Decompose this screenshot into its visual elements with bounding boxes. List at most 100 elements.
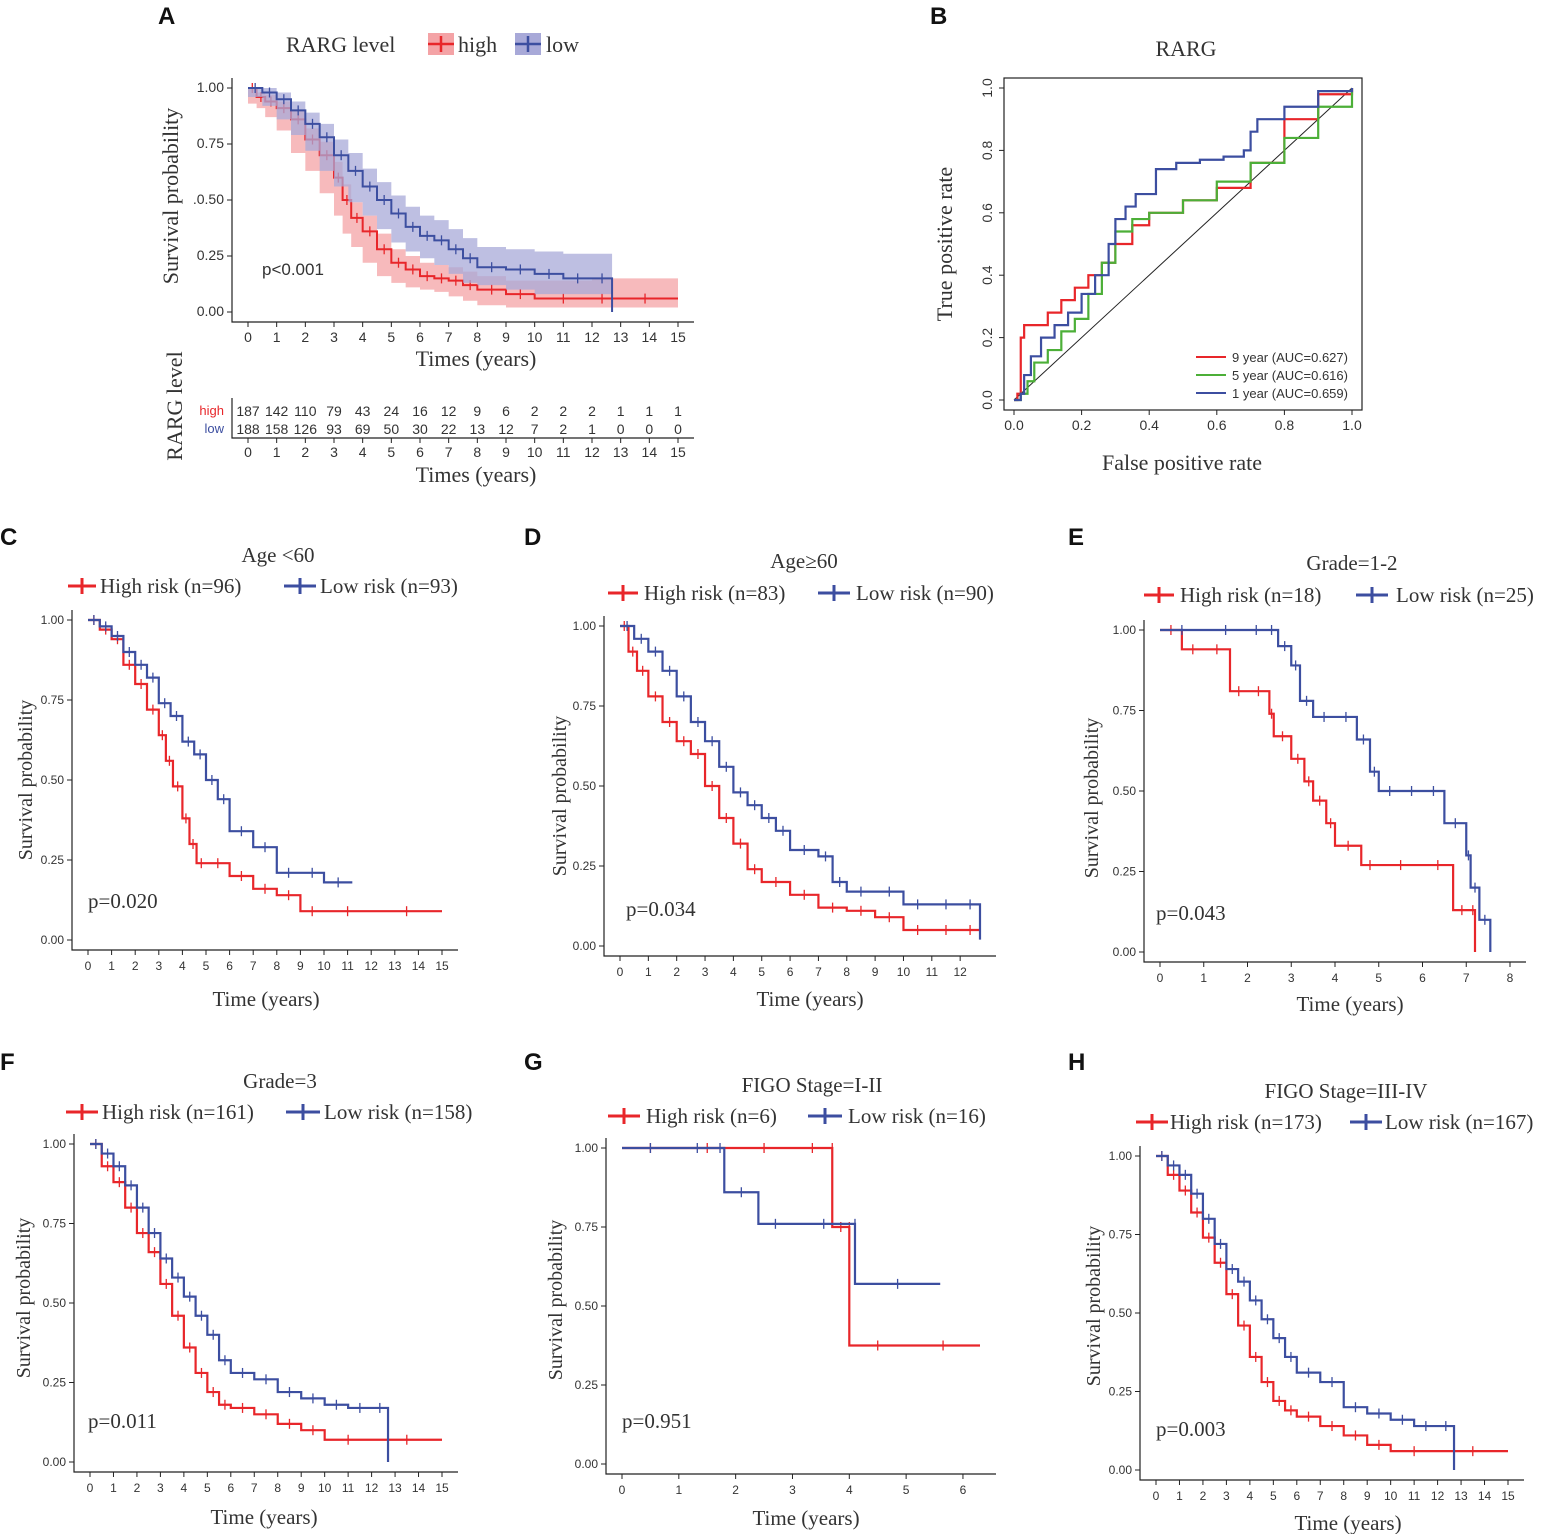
- risk-count-high: 24: [384, 403, 400, 419]
- chart-title-h: FIGO Stage=III-IV: [1265, 1079, 1428, 1103]
- y-axis-label-a: Survival probability: [158, 108, 183, 285]
- axes-c: [71, 610, 458, 951]
- x-tick-label-e: 3: [1288, 971, 1295, 985]
- y-tick-label-g: 0.00: [575, 1457, 599, 1471]
- x-tick-label-d: 2: [673, 965, 680, 979]
- risk-count-low: 12: [498, 421, 514, 437]
- x-tick-label-f: 13: [388, 1481, 402, 1495]
- x-tick-label-a: 13: [613, 329, 629, 345]
- legend-key-low-h: [1350, 1114, 1382, 1130]
- x-tick-label-e: 5: [1375, 971, 1382, 985]
- risk-count-high: 2: [559, 403, 567, 419]
- roc-legend: 9 year (AUC=0.627) 5 year (AUC=0.616) 1 …: [1196, 350, 1348, 401]
- risk-count-low: 2: [559, 421, 567, 437]
- x-tick-label-d: 8: [843, 965, 850, 979]
- x-tick-label-f: 5: [204, 1481, 211, 1495]
- risk-table-x-tick-label: 14: [642, 444, 658, 460]
- chart-title-c: Age <60: [241, 543, 314, 567]
- legend-label-high-f: High risk (n=161): [102, 1100, 254, 1124]
- x-tick-label-a: 7: [445, 329, 453, 345]
- risk-count-low: 69: [355, 421, 371, 437]
- x-tick-label-c: 6: [226, 959, 233, 973]
- y-tick-label-h: 0.75: [1109, 1228, 1133, 1242]
- axes-e: [1143, 620, 1526, 963]
- x-tick-label-e: 4: [1332, 971, 1339, 985]
- x-tick-label-f: 3: [157, 1481, 164, 1495]
- panel-d: Age≥60 High risk (n=83) Low risk (n=90) …: [549, 549, 996, 1011]
- legend-label-high-d: High risk (n=83): [644, 581, 785, 605]
- x-tick-label-h: 7: [1317, 1489, 1324, 1503]
- risk-table-x-tick-label: 10: [527, 444, 543, 460]
- risk-count-high: 1: [674, 403, 682, 419]
- legend-label-1-year: 1 year (AUC=0.659): [1232, 386, 1348, 401]
- risk-row-label-high-a: high: [199, 403, 224, 418]
- y-tick-label-b: 0.0: [979, 390, 995, 410]
- risk-table-x-tick-label: 9: [502, 444, 510, 460]
- panel-letter-h: H: [1068, 1049, 1085, 1076]
- x-axis-label-c: Time (years): [212, 987, 319, 1011]
- y-tick-label-a: 0.75: [197, 135, 224, 151]
- x-tick-label-h: 13: [1454, 1489, 1468, 1503]
- x-tick-label-h: 15: [1501, 1489, 1515, 1503]
- series-line-high-g: [622, 1146, 980, 1347]
- x-tick-label-e: 6: [1419, 971, 1426, 985]
- x-tick-label-g: 1: [675, 1483, 682, 1497]
- y-tick-label-a: 1.00: [197, 79, 224, 95]
- y-tick-label-h: 0.50: [1109, 1306, 1133, 1320]
- risk-table-x-tick-label: 11: [556, 444, 571, 460]
- x-tick-label-h: 3: [1223, 1489, 1230, 1503]
- pvalue-a: p<0.001: [262, 260, 324, 279]
- panel-letter-d: D: [524, 524, 541, 551]
- x-axis-label-d: Time (years): [756, 987, 863, 1011]
- legend-key-low-c: [284, 578, 316, 594]
- y-tick-label-c: 0.25: [41, 853, 65, 867]
- panel-letter-e: E: [1068, 524, 1084, 551]
- legend-key-high-c: [68, 578, 96, 594]
- risk-count-low: 22: [441, 421, 457, 437]
- y-axis-label-c: Survival probability: [15, 700, 37, 861]
- panel-letter-b: B: [930, 3, 947, 30]
- plot-area-b: 0.0 0.2 0.4 0.6 0.8 1.0 0.0 0.2 0.4 0.6 0.8 1.0: [979, 77, 1363, 433]
- x-tick-label-b: 1.0: [1342, 417, 1362, 433]
- x-tick-label-f: 11: [342, 1481, 355, 1495]
- y-tick-label-d: 0.00: [573, 939, 597, 953]
- y-axis-label-d: Survival probability: [549, 716, 571, 877]
- x-tick-label-f: 15: [435, 1481, 449, 1495]
- risk-table-x-tick-label: 4: [359, 444, 367, 460]
- legend-label-high-e: High risk (n=18): [1180, 583, 1321, 607]
- x-tick-label-c: 9: [297, 959, 304, 973]
- y-tick-label-e: 0.00: [1113, 945, 1137, 959]
- y-tick-label-e: 0.75: [1113, 704, 1137, 718]
- y-tick-label-b: 0.8: [979, 140, 995, 160]
- y-tick-label-g: 0.25: [575, 1378, 599, 1392]
- risk-count-low: 0: [617, 421, 625, 437]
- legend-key-low-e: [1356, 587, 1388, 603]
- y-tick-label-h: 0.25: [1109, 1385, 1133, 1399]
- x-tick-label-h: 4: [1247, 1489, 1254, 1503]
- plot-area-e: 0 1 2 3 4 5 6 7 8 0.00 0.25 0.50 0.75 1.00: [1113, 620, 1526, 985]
- risk-table-x-tick-label: 15: [670, 444, 686, 460]
- x-tick-label-g: 6: [960, 1483, 967, 1497]
- x-tick-label-d: 12: [953, 965, 967, 979]
- legend-label-low-d: Low risk (n=90): [856, 581, 994, 605]
- x-tick-label-g: 2: [732, 1483, 739, 1497]
- y-tick-label-a: .0.50: [193, 191, 224, 207]
- risk-table-x-tick-label: 7: [445, 444, 453, 460]
- risk-table-x-tick-label: 12: [584, 444, 600, 460]
- x-tick-label-b: 0.2: [1072, 417, 1092, 433]
- series-line-low-e: [1160, 628, 1492, 952]
- x-tick-label-b: 0.6: [1207, 417, 1227, 433]
- y-tick-label-e: 0.50: [1113, 784, 1137, 798]
- series-line-high-c: [88, 618, 442, 913]
- series-line-high-f: [90, 1142, 442, 1441]
- x-tick-label-f: 14: [412, 1481, 426, 1495]
- legend-key-high-d: [608, 585, 638, 601]
- y-tick-label-b: 0.4: [979, 265, 995, 285]
- x-tick-label-a: 4: [359, 329, 367, 345]
- series-line-1-year-b: [1014, 88, 1354, 402]
- risk-count-low: 50: [384, 421, 400, 437]
- x-tick-label-b: 0.8: [1275, 417, 1295, 433]
- risk-count-low: 0: [674, 421, 682, 437]
- x-tick-label-c: 12: [365, 959, 379, 973]
